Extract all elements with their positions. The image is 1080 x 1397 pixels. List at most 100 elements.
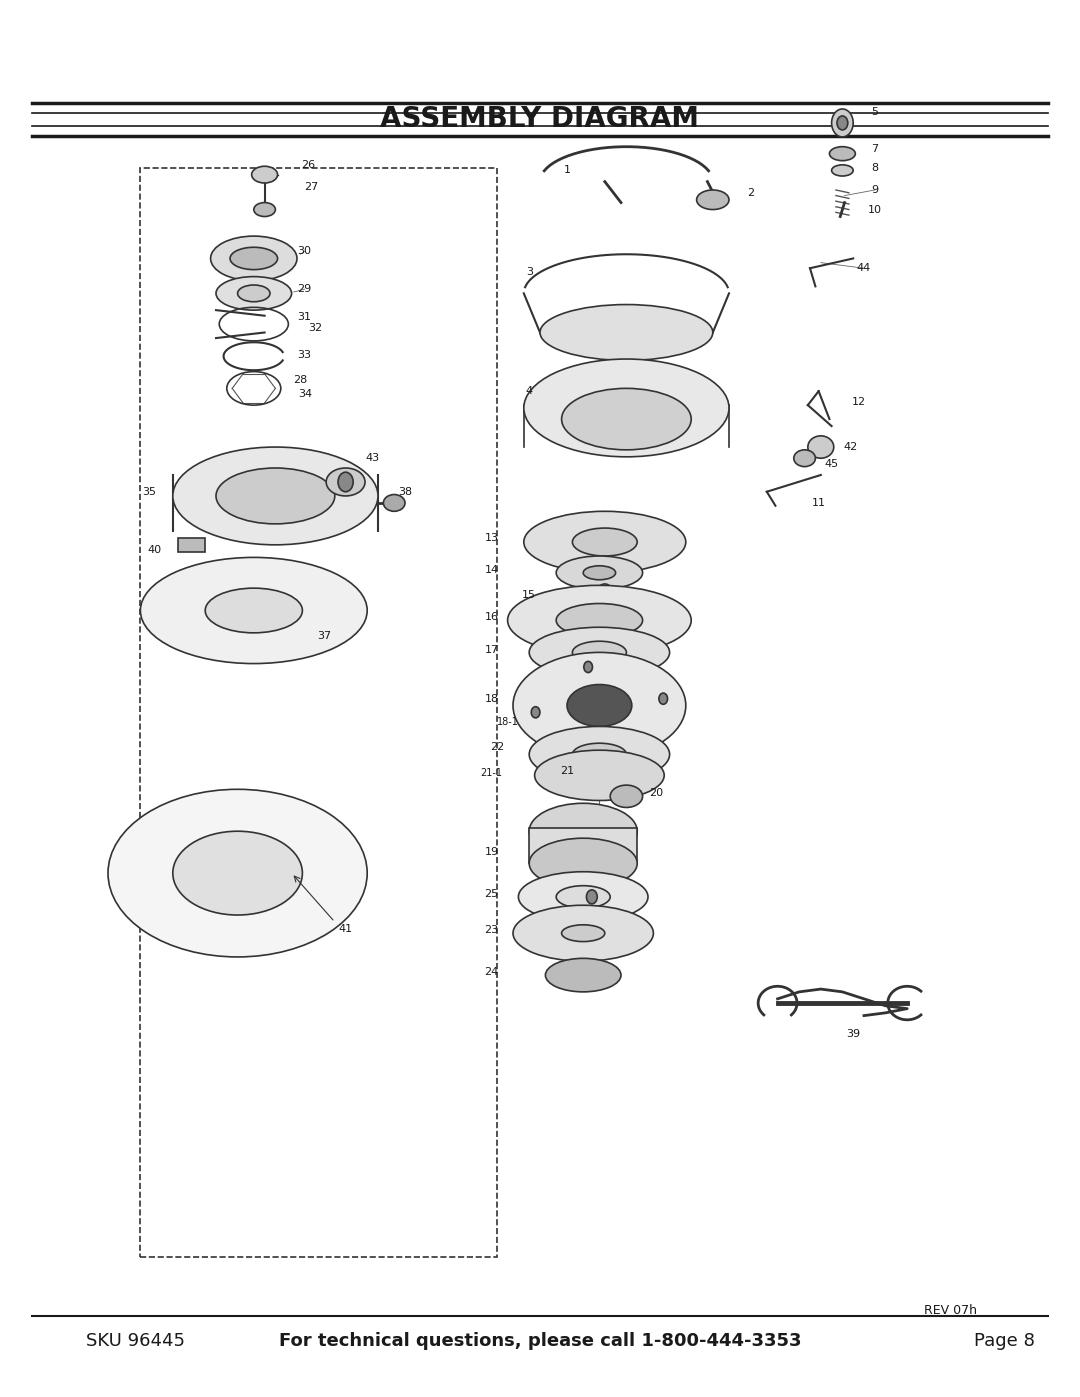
Text: 21-1: 21-1 [481,767,502,778]
Text: 15: 15 [523,590,536,601]
Circle shape [606,739,615,750]
Ellipse shape [556,886,610,908]
Text: 18-1: 18-1 [497,717,518,728]
Text: 30: 30 [298,246,311,257]
Ellipse shape [326,468,365,496]
Text: REV 07h: REV 07h [923,1303,977,1317]
Ellipse shape [508,585,691,655]
Text: 31: 31 [298,312,311,323]
Ellipse shape [230,247,278,270]
Text: 43: 43 [365,453,380,464]
Text: 19: 19 [484,847,499,858]
Ellipse shape [545,958,621,992]
Circle shape [659,693,667,704]
Ellipse shape [238,285,270,302]
Text: SKU 96445: SKU 96445 [86,1333,186,1350]
Text: ASSEMBLY DIAGRAM: ASSEMBLY DIAGRAM [380,105,700,134]
Ellipse shape [524,511,686,573]
Text: 38: 38 [397,486,413,497]
Ellipse shape [173,831,302,915]
Ellipse shape [556,604,643,637]
Ellipse shape [383,495,405,511]
Bar [140,168,497,1257]
Ellipse shape [513,905,653,961]
Text: 34: 34 [298,388,313,400]
Ellipse shape [140,557,367,664]
Ellipse shape [205,588,302,633]
Text: 20: 20 [649,788,664,799]
Ellipse shape [529,627,670,678]
Text: 10: 10 [868,204,881,215]
Ellipse shape [513,652,686,759]
Text: 16: 16 [485,612,498,623]
Text: 5: 5 [872,106,878,117]
Text: 21: 21 [559,766,575,777]
Ellipse shape [529,803,637,859]
Text: Page 8: Page 8 [974,1333,1035,1350]
Text: 27: 27 [303,182,319,193]
Text: 11: 11 [812,497,825,509]
Text: 17: 17 [484,644,499,655]
Ellipse shape [216,468,335,524]
Ellipse shape [697,190,729,210]
Bar [529,828,637,863]
Ellipse shape [108,789,367,957]
Text: 9: 9 [872,184,878,196]
Text: 25: 25 [484,888,499,900]
Ellipse shape [173,447,378,545]
Ellipse shape [610,785,643,807]
Text: 2: 2 [747,187,754,198]
Ellipse shape [254,203,275,217]
Text: 33: 33 [298,349,311,360]
Ellipse shape [562,925,605,942]
Text: 8: 8 [872,162,878,173]
Circle shape [584,661,593,672]
Ellipse shape [829,147,855,161]
Circle shape [837,116,848,130]
Ellipse shape [529,838,637,888]
Text: 1: 1 [564,165,570,176]
Text: 18: 18 [484,693,499,704]
Ellipse shape [540,305,713,360]
Text: 35: 35 [143,486,157,497]
Text: 39: 39 [846,1028,861,1039]
Bar [178,538,205,552]
Circle shape [586,890,597,904]
Text: 37: 37 [316,630,332,641]
Text: 12: 12 [851,397,866,408]
Ellipse shape [583,566,616,580]
Ellipse shape [211,236,297,281]
Text: 45: 45 [824,458,839,469]
Text: 3: 3 [526,267,532,278]
Text: 24: 24 [484,967,499,978]
Circle shape [832,109,853,137]
Circle shape [338,472,353,492]
Text: 28: 28 [293,374,308,386]
Text: For technical questions, please call 1-800-444-3353: For technical questions, please call 1-8… [279,1333,801,1350]
Circle shape [531,707,540,718]
Ellipse shape [572,528,637,556]
Text: 7: 7 [872,144,878,155]
Text: 29: 29 [297,284,312,295]
Text: 14: 14 [484,564,499,576]
Text: 22: 22 [489,742,504,753]
Ellipse shape [562,388,691,450]
Ellipse shape [535,750,664,800]
Ellipse shape [567,685,632,726]
Text: 13: 13 [485,532,498,543]
Ellipse shape [572,743,626,766]
Circle shape [596,584,613,606]
Ellipse shape [216,277,292,310]
Text: 23: 23 [484,925,499,936]
Text: 26: 26 [300,159,315,170]
Ellipse shape [808,436,834,458]
Ellipse shape [556,556,643,590]
Ellipse shape [794,450,815,467]
Text: 32: 32 [308,323,323,334]
Ellipse shape [524,359,729,457]
Ellipse shape [832,165,853,176]
Ellipse shape [529,726,670,782]
Ellipse shape [518,872,648,922]
Text: 44: 44 [856,263,872,274]
Text: 42: 42 [843,441,859,453]
